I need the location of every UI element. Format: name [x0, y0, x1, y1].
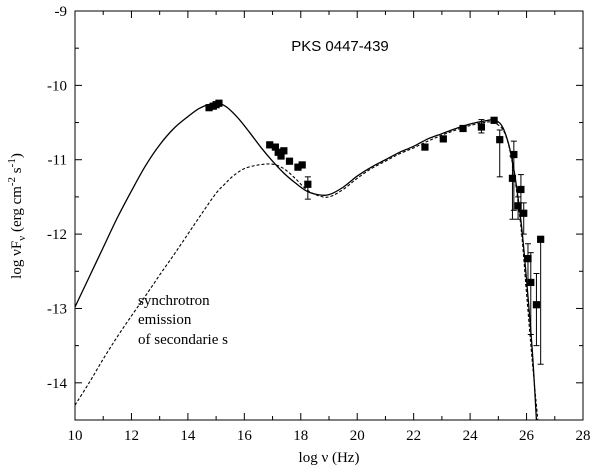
ticks: [74, 10, 584, 420]
y-tick-label: -11: [48, 153, 67, 169]
data-point: [298, 161, 306, 169]
x-axis-label: log ν (Hz): [299, 450, 360, 466]
annotation-line-3: of secondarie s: [138, 332, 228, 348]
y-axis-label-units-mid: s: [9, 167, 25, 177]
y-axis-label-units-open: (erg cm: [9, 186, 25, 236]
data-point: [532, 301, 541, 309]
tick-labels: 10 12 14 16 18 20 22 24 26 28 -14 -13 -12 -11 -10 -9: [47, 4, 591, 444]
data-point: [508, 174, 517, 182]
chart-title: PKS 0447-439: [291, 38, 389, 55]
x-tick-label: 24: [463, 428, 479, 444]
data-point: [439, 135, 447, 143]
data-point: [285, 157, 294, 165]
y-axis-label-sub: ν: [16, 236, 28, 241]
y-tick-label: -14: [47, 376, 67, 392]
data-point: [215, 99, 223, 107]
data-point: [271, 143, 279, 151]
model-curve-total: [74, 102, 538, 421]
y-tick-label: -13: [47, 301, 67, 317]
data-point: [304, 180, 312, 188]
y-tick-label: -9: [55, 4, 68, 20]
data-point: [510, 150, 518, 159]
data-point: [280, 147, 288, 155]
data-point: [520, 209, 528, 217]
annotation-line-1: synchrotron: [138, 293, 210, 309]
data-point: [477, 123, 485, 131]
y-axis-label-exp1: -2: [6, 177, 18, 186]
data-point: [496, 136, 504, 144]
data-point: [421, 143, 429, 151]
x-tick-label: 18: [293, 428, 308, 444]
x-tick-label: 28: [576, 428, 591, 444]
model-curve-secondaries: [74, 121, 539, 421]
data-point: [514, 202, 522, 210]
annotation: synchrotron emission of secondarie s: [138, 293, 228, 348]
data-point: [459, 124, 467, 133]
x-tick-label: 12: [124, 428, 139, 444]
y-axis-label-exp2: -1: [6, 158, 18, 167]
data-point: [537, 235, 545, 243]
data-point: [277, 152, 285, 160]
x-tick-label: 26: [519, 428, 535, 444]
x-tick-label: 14: [180, 428, 196, 444]
y-axis-label-main: log νF: [9, 241, 25, 279]
data-point: [524, 255, 532, 263]
data-point: [517, 185, 525, 194]
data-point: [266, 141, 274, 149]
data-point: [205, 104, 213, 112]
data-point: [527, 278, 535, 287]
data-point: [274, 148, 282, 156]
x-tick-label: 16: [237, 428, 253, 444]
x-tick-label: 20: [350, 428, 365, 444]
x-tick-label: 22: [406, 428, 421, 444]
annotation-line-2: emission: [138, 312, 192, 328]
data-point: [294, 163, 302, 171]
error-bars: [304, 119, 544, 365]
y-tick-label: -12: [47, 227, 67, 243]
y-tick-label: -10: [47, 78, 67, 94]
data-point: [490, 116, 498, 124]
plot-frame: [74, 10, 584, 421]
y-axis-label: log νFν (erg cm-2 s-1): [6, 153, 28, 279]
data-points: [205, 99, 545, 309]
x-tick-label: 10: [68, 428, 83, 444]
y-axis-label-units-close: ): [9, 153, 25, 158]
